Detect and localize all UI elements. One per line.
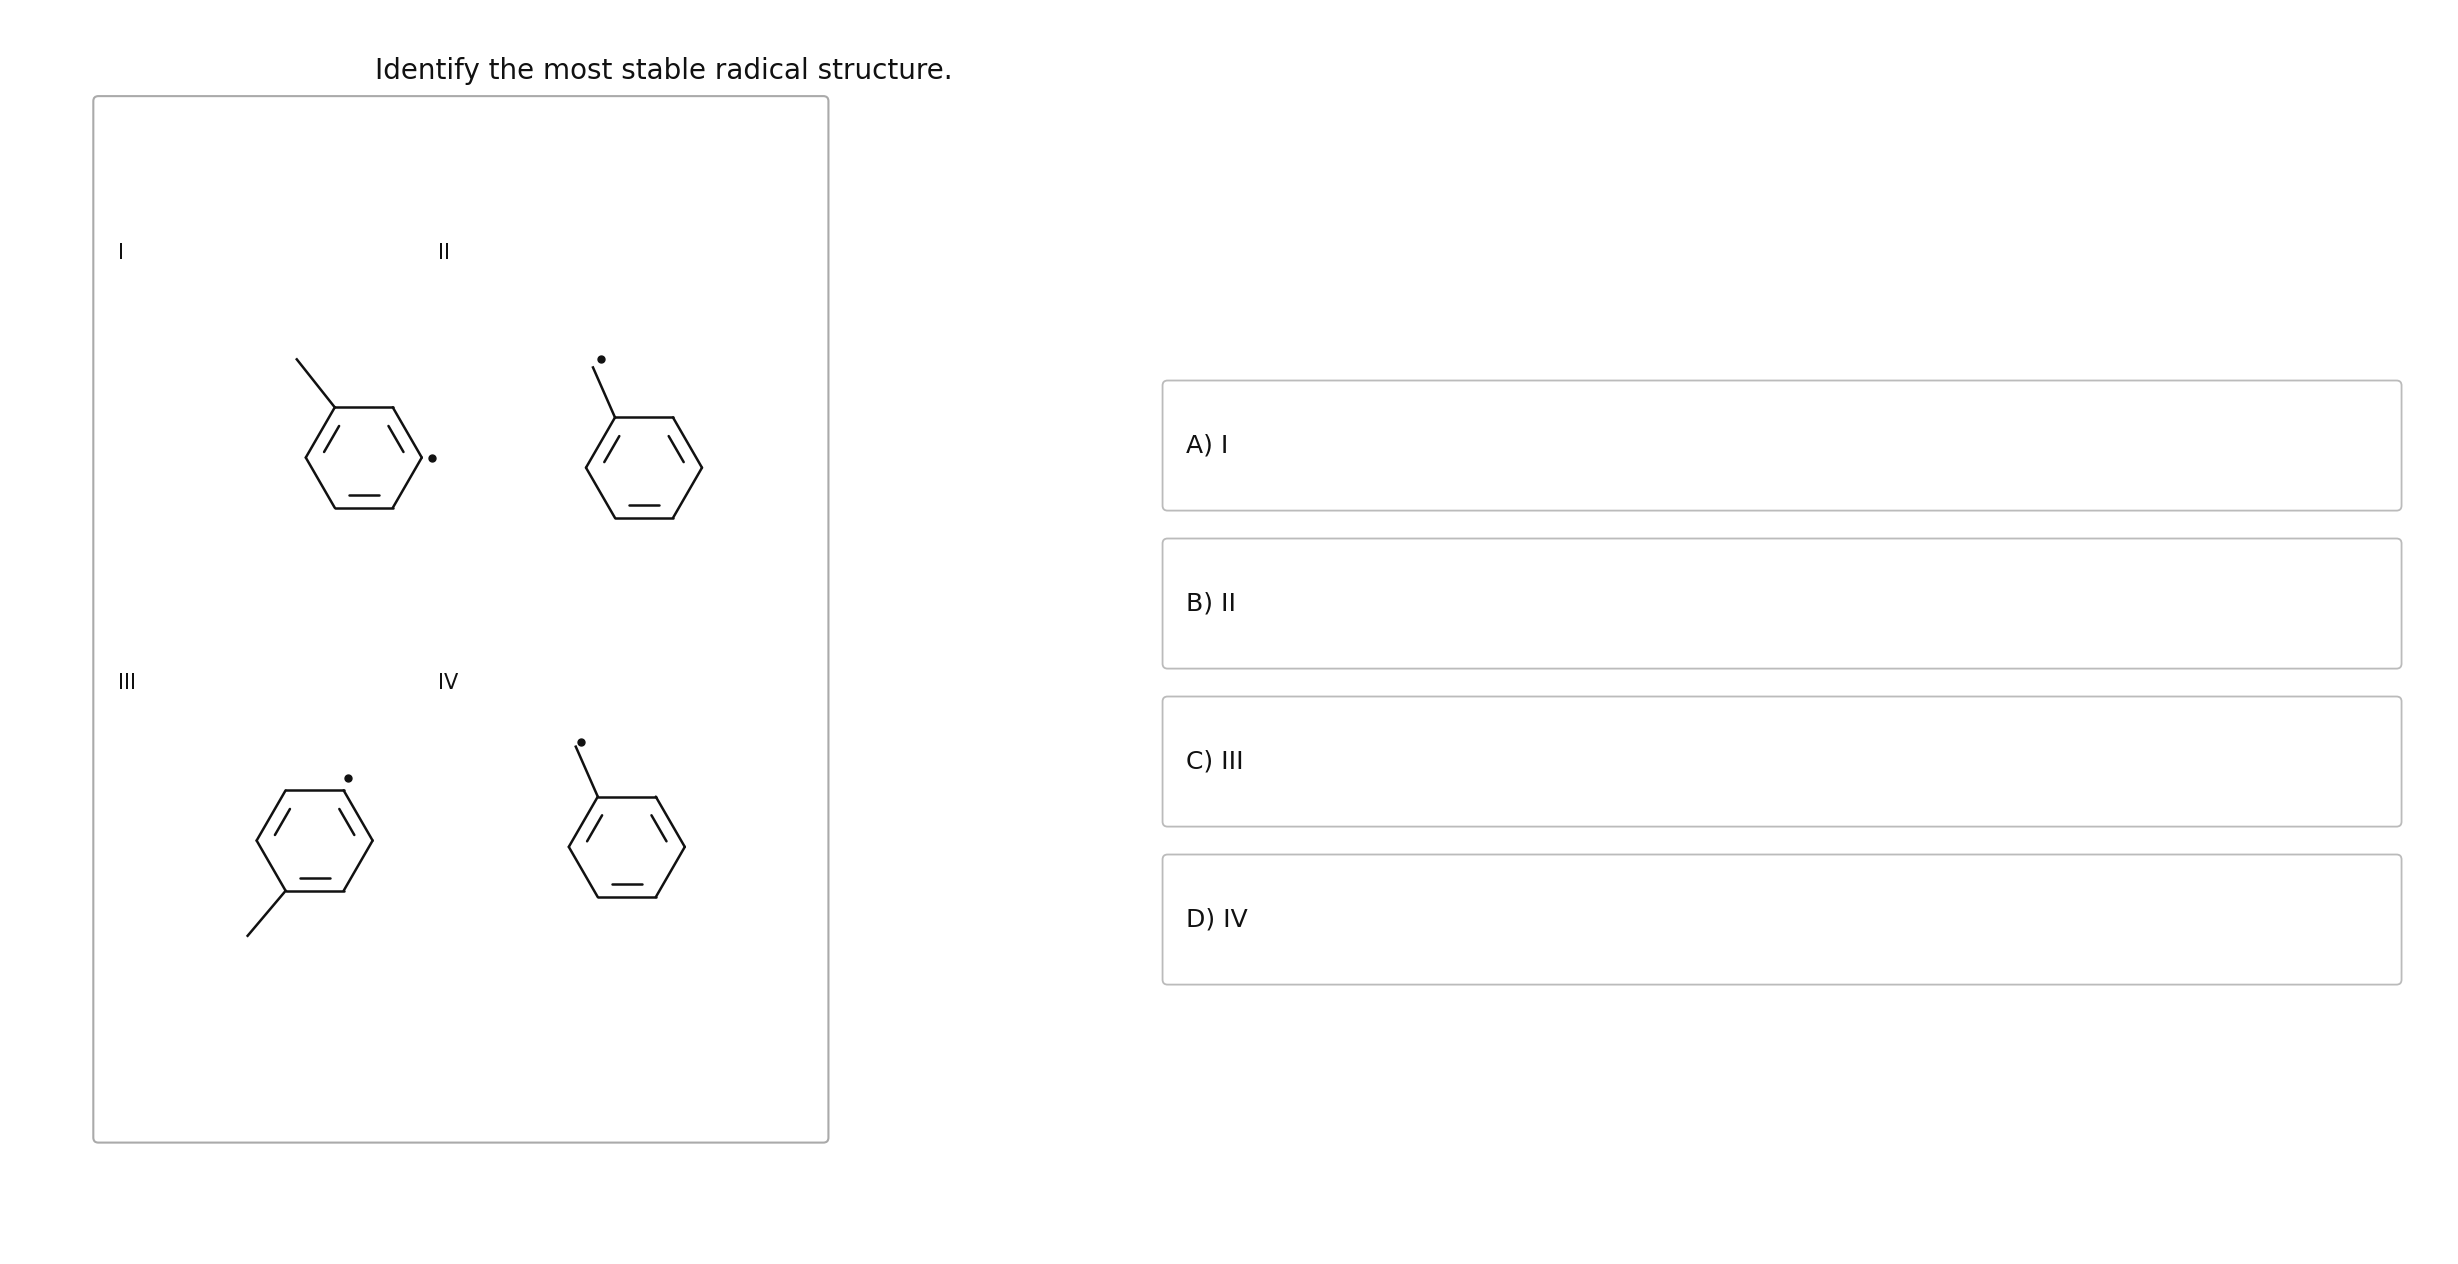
FancyBboxPatch shape (1163, 538, 2401, 669)
Text: B) II: B) II (1185, 592, 1236, 616)
Text: III: III (118, 672, 135, 693)
FancyBboxPatch shape (93, 96, 828, 1143)
Text: D) IV: D) IV (1185, 908, 1246, 932)
Text: Identify the most stable radical structure.: Identify the most stable radical structu… (376, 57, 951, 85)
FancyBboxPatch shape (1163, 380, 2401, 511)
Text: A) I: A) I (1185, 434, 1229, 458)
Text: IV: IV (438, 672, 457, 693)
FancyBboxPatch shape (1163, 854, 2401, 985)
FancyBboxPatch shape (1163, 696, 2401, 827)
Text: II: II (438, 243, 450, 263)
Text: I: I (118, 243, 123, 263)
Text: C) III: C) III (1185, 750, 1244, 774)
